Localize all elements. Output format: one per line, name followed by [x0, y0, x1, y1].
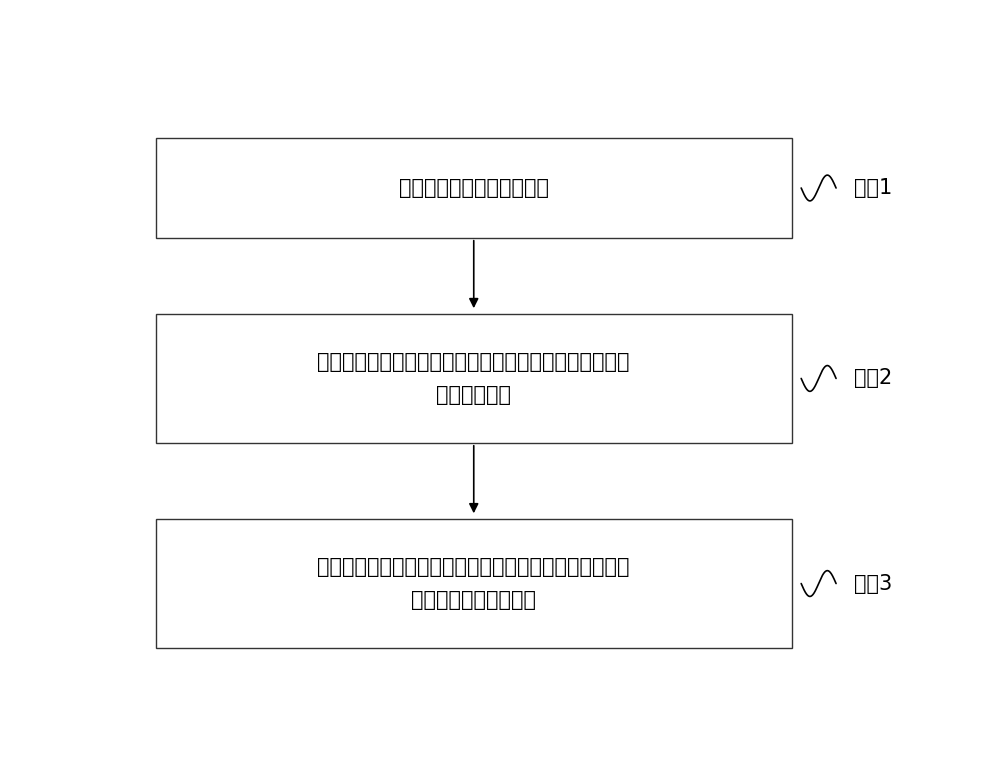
Text: 步骤2: 步骤2: [854, 368, 892, 388]
Text: 步骤3: 步骤3: [854, 574, 892, 594]
Text: 持续监测超级电容两端的电压和充电电流，得到光伏组件
的输出功率；: 持续监测超级电容两端的电压和充电电流，得到光伏组件 的输出功率；: [317, 352, 630, 405]
Bar: [156, 314, 792, 443]
Text: 将光伏组件给超级电容充电: 将光伏组件给超级电容充电: [399, 178, 549, 198]
Bar: [156, 519, 792, 648]
Text: 在检测到所述输出功率开始减小的情况下，将超级电容所
存储的能量输出至负载: 在检测到所述输出功率开始减小的情况下，将超级电容所 存储的能量输出至负载: [317, 557, 630, 610]
Bar: [156, 139, 792, 237]
Text: 步骤1: 步骤1: [854, 178, 892, 198]
